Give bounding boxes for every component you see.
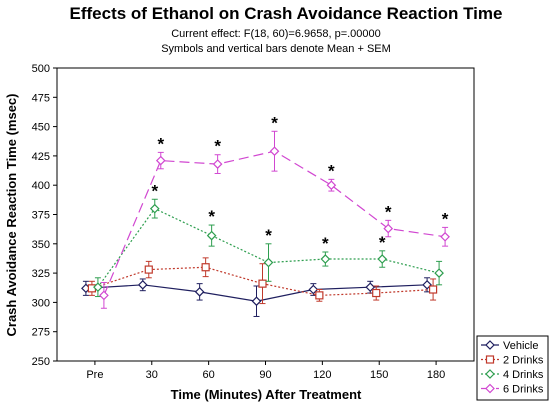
data-point	[315, 291, 324, 300]
data-point	[263, 257, 274, 268]
series-4-drinks	[93, 198, 444, 298]
significance-star: *	[385, 202, 392, 221]
x-axis-label: Time (Minutes) After Treatment	[171, 387, 362, 402]
legend-label: 6 Drinks	[503, 384, 544, 396]
y-tick-label: 325	[32, 268, 50, 280]
y-tick-label: 475	[32, 92, 50, 104]
plot-border	[56, 67, 475, 362]
data-point	[258, 279, 267, 288]
x-tick-label: 30	[146, 369, 158, 381]
legend-item: 2 Drinks	[481, 355, 544, 367]
series-6-drinks	[99, 130, 450, 309]
significance-star: *	[214, 137, 221, 156]
y-tick-label: 300	[32, 297, 50, 309]
significance-star: *	[265, 226, 272, 245]
y-tick-label: 450	[32, 122, 50, 134]
x-tick-label: 60	[203, 369, 215, 381]
y-axis: 250 275 300 325 350 375 400 425 450 475 500	[32, 63, 57, 368]
y-tick-label: 375	[32, 210, 50, 222]
significance-star: *	[328, 161, 335, 180]
data-point	[155, 155, 166, 166]
x-tick-label: 180	[427, 369, 445, 381]
data-point	[206, 230, 217, 241]
significance-star: *	[208, 207, 215, 226]
x-tick-label: Pre	[86, 369, 103, 381]
legend-item: 6 Drinks	[481, 384, 544, 396]
significance-star: *	[442, 209, 449, 228]
data-point	[212, 159, 223, 169]
legend-marker	[485, 383, 495, 394]
significance-star: *	[271, 113, 278, 132]
data-point	[201, 263, 210, 272]
x-tick-label: 120	[313, 369, 331, 381]
data-point	[251, 296, 262, 307]
data-point	[93, 282, 103, 293]
data-point	[372, 288, 381, 298]
data-point	[269, 146, 280, 157]
data-point	[428, 285, 438, 294]
legend-label: 4 Drinks	[503, 369, 544, 381]
legend-item: Vehicle	[481, 340, 538, 352]
x-axis: Pre 30 60 90 120 150 180	[86, 361, 445, 381]
series-layer	[81, 130, 450, 317]
data-point	[149, 203, 160, 214]
data-point	[137, 279, 148, 290]
chart-title: Effects of Ethanol on Crash Avoidance Re…	[70, 4, 503, 23]
y-tick-label: 400	[32, 180, 50, 192]
legend: Vehicle 2 Drinks 4 Drinks 6 Drinks	[476, 335, 549, 401]
data-point	[144, 265, 153, 274]
legend-marker	[485, 369, 495, 379]
y-tick-label: 250	[32, 356, 50, 368]
significance-star: *	[151, 181, 158, 200]
chart-subtitle-line-2: Symbols and vertical bars denote Mean + …	[161, 43, 391, 55]
legend-label: Vehicle	[503, 340, 538, 352]
legend-marker	[485, 340, 495, 350]
significance-markers: * * * * * * * * * * *	[151, 113, 448, 253]
x-tick-label: 90	[259, 369, 271, 381]
data-point	[99, 290, 109, 301]
plot-area	[56, 67, 475, 362]
legend-item: 4 Drinks	[481, 369, 544, 381]
data-point	[377, 254, 388, 264]
data-point	[326, 180, 337, 191]
y-tick-label: 500	[32, 63, 50, 75]
data-point	[383, 223, 394, 234]
data-point	[320, 254, 331, 264]
y-axis-label: Crash Avoidance Reaction Time (msec)	[4, 94, 19, 337]
y-tick-label: 350	[32, 239, 50, 251]
legend-marker	[485, 355, 495, 364]
data-point	[440, 231, 450, 242]
significance-star: *	[379, 233, 386, 252]
x-tick-label: 150	[370, 369, 388, 381]
chart-subtitle-line-1: Current effect: F(18, 60)=6.9658, p=.000…	[171, 28, 381, 40]
significance-star: *	[322, 234, 329, 253]
legend-label: 2 Drinks	[503, 355, 544, 367]
data-point	[434, 268, 444, 278]
y-tick-label: 275	[32, 327, 50, 339]
y-tick-label: 425	[32, 151, 50, 163]
series-2-drinks	[87, 257, 438, 305]
data-point	[194, 287, 205, 297]
significance-star: *	[157, 134, 164, 153]
